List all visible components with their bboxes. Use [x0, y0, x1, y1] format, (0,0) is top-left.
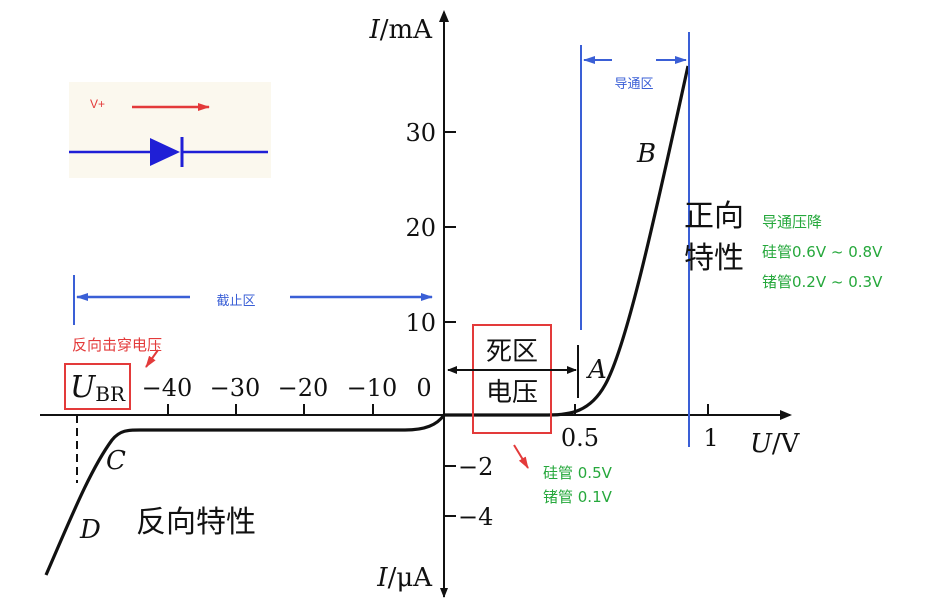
- x-axis-title: U/V: [750, 429, 801, 459]
- x-tick-label-0.5: 0.5: [561, 424, 599, 452]
- characteristic-labels: 正向 特性 反向特性: [136, 199, 744, 540]
- forward-drop-title: 导通压降: [762, 213, 822, 231]
- y-tick-label-neg4: −4: [458, 503, 493, 531]
- forward-char-line2: 特性: [684, 241, 744, 276]
- diode-v-plus-label: V+: [90, 97, 105, 111]
- y-tick-label-20: 20: [405, 214, 436, 242]
- forward-drop-notes: 导通压降 硅管0.6V ~ 0.8V 锗管0.2V ~ 0.3V: [762, 213, 883, 291]
- y-tick-label-10: 10: [405, 309, 436, 337]
- x-tick-label-neg30: −30: [210, 374, 261, 402]
- dead-zone-line1: 死区: [486, 337, 538, 367]
- dead-zone-line2: 电压: [486, 378, 538, 408]
- breakdown-red-arrow: [145, 349, 159, 368]
- diode-inset-bg: [69, 82, 271, 178]
- diode-inset: V+: [69, 82, 271, 178]
- point-labels: A B C D: [79, 139, 656, 545]
- y-tick-label-neg2: −2: [458, 453, 493, 481]
- point-label-c: C: [106, 446, 126, 476]
- dead-zone-red-box: [472, 324, 552, 434]
- point-label-a: A: [586, 355, 607, 385]
- cutoff-region-label: 截止区: [216, 294, 255, 309]
- diode-triangle-icon: [150, 138, 180, 166]
- forward-char-line1: 正向: [684, 199, 744, 234]
- forward-drop-ge: 锗管0.2V ~ 0.3V: [762, 273, 883, 291]
- x-tick-label-neg20: −20: [278, 374, 329, 402]
- dead-zone-text: 死区 电压: [486, 337, 538, 408]
- origin-label: 0: [416, 374, 431, 402]
- dead-zone-si: 硅管 0.5V: [543, 464, 613, 482]
- dead-zone-ge: 锗管 0.1V: [543, 488, 613, 506]
- axes: [40, 10, 792, 598]
- point-label-d: D: [79, 515, 101, 545]
- ubr-red-box: [64, 363, 131, 410]
- ubr-label: UBR: [70, 370, 126, 406]
- x-tick-label-1: 1: [703, 424, 718, 452]
- x-tick-label-neg40: −40: [142, 374, 193, 402]
- conduction-region-label: 导通区: [614, 77, 653, 92]
- dead-zone-notes: 硅管 0.5V 锗管 0.1V: [543, 464, 613, 506]
- point-label-b: B: [636, 139, 656, 169]
- x-tick-label-neg10: −10: [347, 374, 398, 402]
- iv-curve: [44, 65, 690, 576]
- axis-titles: I/mA I/μA U/V: [369, 15, 801, 593]
- forward-drop-si: 硅管0.6V ~ 0.8V: [762, 243, 883, 261]
- y-tick-label-30: 30: [405, 119, 436, 147]
- y-axis-title-bottom: I/μA: [376, 563, 433, 593]
- y-axis-title-top: I/mA: [369, 15, 434, 45]
- tick-labels: 30 20 10 0 −2 −4 0.5 1 −10 −20 −30 −40: [142, 119, 719, 531]
- reverse-char-label: 反向特性: [136, 505, 256, 540]
- breakdown-voltage-label: 反向击穿电压: [72, 336, 162, 354]
- dead-zone-red-arrow: [513, 444, 529, 469]
